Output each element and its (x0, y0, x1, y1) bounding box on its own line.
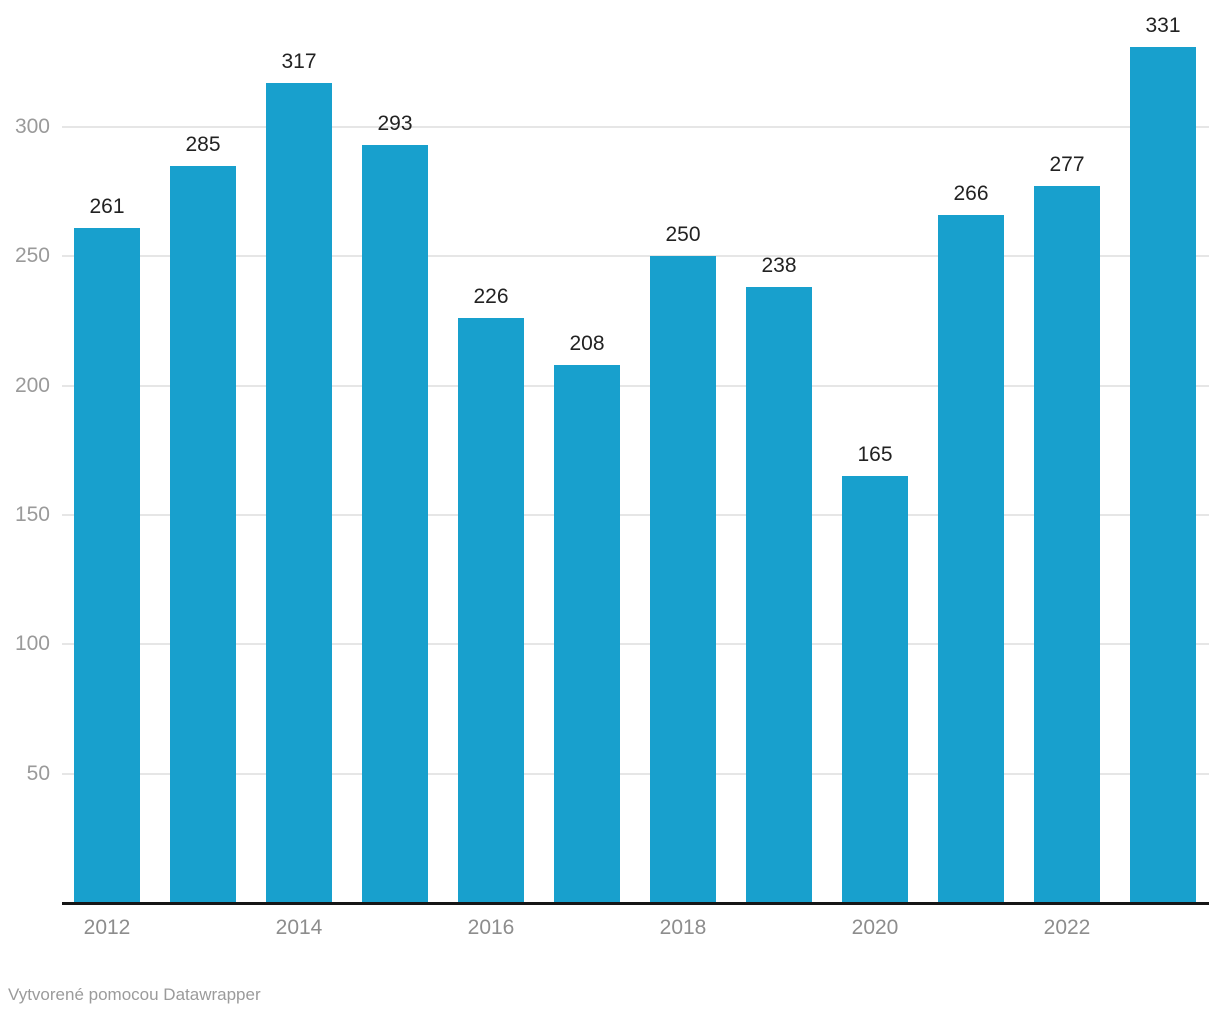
value-label-2019: 238 (761, 254, 797, 277)
value-label-2013: 285 (185, 133, 221, 156)
bar-2022 (1034, 186, 1100, 903)
gridline-200 (62, 385, 1209, 387)
gridline-50 (62, 773, 1209, 775)
x-tick-label-2022: 2022 (1043, 916, 1091, 939)
value-label-2023: 331 (1145, 14, 1181, 37)
y-tick-label-200: 200 (14, 374, 50, 397)
value-label-2016: 226 (473, 285, 509, 308)
bar-2018 (650, 256, 716, 903)
bar-2019 (746, 287, 812, 903)
bar-2020 (842, 476, 908, 903)
value-label-2020: 165 (857, 443, 893, 466)
y-tick-label-150: 150 (14, 503, 50, 526)
bar-2012 (74, 228, 140, 903)
bar-2021 (938, 215, 1004, 903)
bar-2023 (1130, 47, 1196, 903)
bar-2017 (554, 365, 620, 903)
x-tick-label-2012: 2012 (83, 916, 131, 939)
x-tick-label-2016: 2016 (467, 916, 515, 939)
x-tick-label-2020: 2020 (851, 916, 899, 939)
value-label-2015: 293 (377, 112, 413, 135)
gridline-100 (62, 643, 1209, 645)
value-label-2014: 317 (281, 50, 317, 73)
bar-2016 (458, 318, 524, 903)
value-label-2012: 261 (89, 195, 125, 218)
gridline-250 (62, 255, 1209, 257)
value-label-2018: 250 (665, 223, 701, 246)
value-label-2022: 277 (1049, 153, 1085, 176)
bar-2013 (170, 166, 236, 903)
gridline-300 (62, 126, 1209, 128)
x-axis-line (62, 902, 1209, 905)
gridline-150 (62, 514, 1209, 516)
bar-2014 (266, 83, 332, 903)
y-tick-label-50: 50 (26, 762, 50, 785)
x-tick-label-2014: 2014 (275, 916, 323, 939)
footer-attribution: Vytvorené pomocou Datawrapper (8, 985, 261, 1004)
value-label-2021: 266 (953, 182, 989, 205)
y-tick-label-300: 300 (14, 115, 50, 138)
bar-2015 (362, 145, 428, 903)
y-tick-label-250: 250 (14, 244, 50, 267)
value-label-2017: 208 (569, 332, 605, 355)
x-tick-label-2018: 2018 (659, 916, 707, 939)
y-tick-label-100: 100 (14, 632, 50, 655)
